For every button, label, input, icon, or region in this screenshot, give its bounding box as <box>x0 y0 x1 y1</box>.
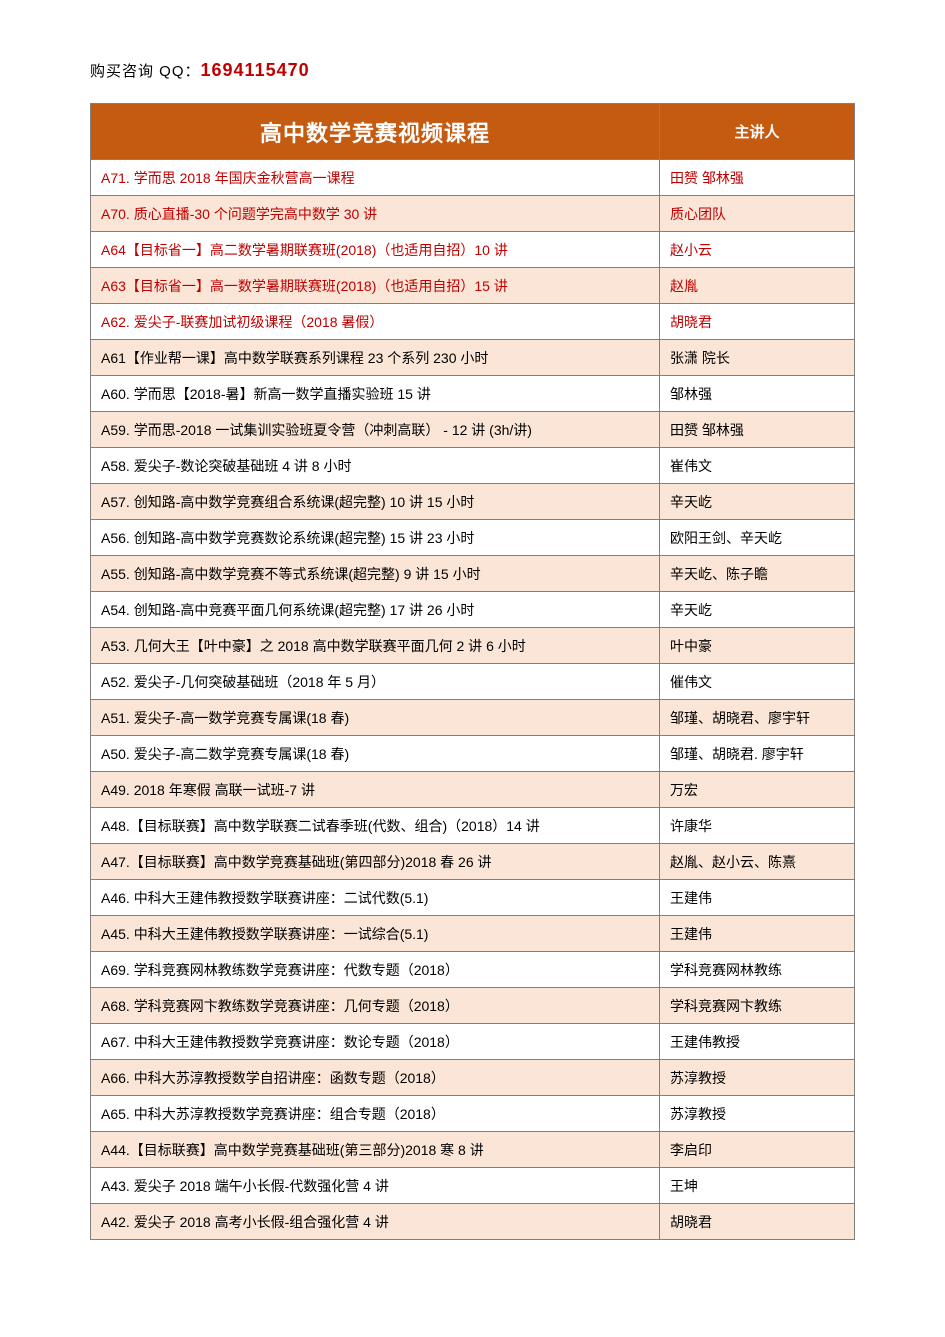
lecturer-cell: 李启印 <box>660 1132 855 1168</box>
lecturer-cell: 学科竞赛网林教练 <box>660 952 855 988</box>
table-row: A67. 中科大王建伟教授数学竞赛讲座：数论专题（2018）王建伟教授 <box>91 1024 855 1060</box>
table-row: A62. 爱尖子-联赛加试初级课程（2018 暑假）胡晓君 <box>91 304 855 340</box>
table-row: A68. 学科竞赛网卞教练数学竞赛讲座：几何专题（2018）学科竞赛网卞教练 <box>91 988 855 1024</box>
lecturer-cell: 学科竞赛网卞教练 <box>660 988 855 1024</box>
table-row: A58. 爱尖子-数论突破基础班 4 讲 8 小时崔伟文 <box>91 448 855 484</box>
course-cell: A53. 几何大王【叶中豪】之 2018 高中数学联赛平面几何 2 讲 6 小时 <box>91 628 660 664</box>
table-row: A57. 创知路-高中数学竞赛组合系统课(超完整) 10 讲 15 小时辛天屹 <box>91 484 855 520</box>
header-course: 高中数学竞赛视频课程 <box>91 104 660 160</box>
lecturer-cell: 王建伟教授 <box>660 1024 855 1060</box>
table-row: A61【作业帮一课】高中数学联赛系列课程 23 个系列 230 小时张潇 院长 <box>91 340 855 376</box>
course-cell: A48.【目标联赛】高中数学联赛二试春季班(代数、组合)（2018）14 讲 <box>91 808 660 844</box>
table-row: A49. 2018 年寒假 高联一试班-7 讲万宏 <box>91 772 855 808</box>
table-row: A45. 中科大王建伟教授数学联赛讲座：一试综合(5.1)王建伟 <box>91 916 855 952</box>
course-cell: A46. 中科大王建伟教授数学联赛讲座：二试代数(5.1) <box>91 880 660 916</box>
course-table: 高中数学竞赛视频课程 主讲人 A71. 学而思 2018 年国庆金秋营高一课程田… <box>90 103 855 1240</box>
table-row: A54. 创知路-高中竞赛平面几何系统课(超完整) 17 讲 26 小时辛天屹 <box>91 592 855 628</box>
course-cell: A64【目标省一】高二数学暑期联赛班(2018)（也适用自招）10 讲 <box>91 232 660 268</box>
table-row: A56. 创知路-高中数学竞赛数论系统课(超完整) 15 讲 23 小时欧阳王剑… <box>91 520 855 556</box>
table-row: A60. 学而思【2018-暑】新高一数学直播实验班 15 讲邹林强 <box>91 376 855 412</box>
course-cell: A70. 质心直播-30 个问题学完高中数学 30 讲 <box>91 196 660 232</box>
course-cell: A52. 爱尖子-几何突破基础班（2018 年 5 月） <box>91 664 660 700</box>
course-cell: A42. 爱尖子 2018 高考小长假-组合强化营 4 讲 <box>91 1204 660 1240</box>
lecturer-cell: 赵胤、赵小云、陈熹 <box>660 844 855 880</box>
course-cell: A65. 中科大苏淳教授数学竞赛讲座：组合专题（2018） <box>91 1096 660 1132</box>
lecturer-cell: 辛天屹、陈子瞻 <box>660 556 855 592</box>
course-cell: A55. 创知路-高中数学竞赛不等式系统课(超完整) 9 讲 15 小时 <box>91 556 660 592</box>
lecturer-cell: 辛天屹 <box>660 592 855 628</box>
contact-label: 购买咨询 QQ： <box>90 63 201 80</box>
course-cell: A61【作业帮一课】高中数学联赛系列课程 23 个系列 230 小时 <box>91 340 660 376</box>
course-cell: A45. 中科大王建伟教授数学联赛讲座：一试综合(5.1) <box>91 916 660 952</box>
lecturer-cell: 王建伟 <box>660 916 855 952</box>
course-cell: A58. 爱尖子-数论突破基础班 4 讲 8 小时 <box>91 448 660 484</box>
table-row: A42. 爱尖子 2018 高考小长假-组合强化营 4 讲胡晓君 <box>91 1204 855 1240</box>
course-cell: A62. 爱尖子-联赛加试初级课程（2018 暑假） <box>91 304 660 340</box>
table-row: A47.【目标联赛】高中数学竞赛基础班(第四部分)2018 春 26 讲赵胤、赵… <box>91 844 855 880</box>
table-row: A51. 爱尖子-高一数学竞赛专属课(18 春)邹瑾、胡晓君、廖宇轩 <box>91 700 855 736</box>
course-cell: A63【目标省一】高一数学暑期联赛班(2018)（也适用自招）15 讲 <box>91 268 660 304</box>
table-row: A69. 学科竞赛网林教练数学竞赛讲座：代数专题（2018）学科竞赛网林教练 <box>91 952 855 988</box>
course-cell: A71. 学而思 2018 年国庆金秋营高一课程 <box>91 160 660 196</box>
table-row: A71. 学而思 2018 年国庆金秋营高一课程田赟 邹林强 <box>91 160 855 196</box>
course-cell: A59. 学而思-2018 一试集训实验班夏令营（冲刺高联） - 12 讲 (3… <box>91 412 660 448</box>
course-cell: A69. 学科竞赛网林教练数学竞赛讲座：代数专题（2018） <box>91 952 660 988</box>
lecturer-cell: 胡晓君 <box>660 304 855 340</box>
course-cell: A67. 中科大王建伟教授数学竞赛讲座：数论专题（2018） <box>91 1024 660 1060</box>
table-header-row: 高中数学竞赛视频课程 主讲人 <box>91 104 855 160</box>
lecturer-cell: 田赟 邹林强 <box>660 160 855 196</box>
table-row: A44.【目标联赛】高中数学竞赛基础班(第三部分)2018 寒 8 讲李启印 <box>91 1132 855 1168</box>
table-row: A70. 质心直播-30 个问题学完高中数学 30 讲质心团队 <box>91 196 855 232</box>
header-lecturer: 主讲人 <box>660 104 855 160</box>
contact-line: 购买咨询 QQ：1694115470 <box>90 60 855 81</box>
course-cell: A43. 爱尖子 2018 端午小长假-代数强化营 4 讲 <box>91 1168 660 1204</box>
table-row: A59. 学而思-2018 一试集训实验班夏令营（冲刺高联） - 12 讲 (3… <box>91 412 855 448</box>
lecturer-cell: 赵小云 <box>660 232 855 268</box>
lecturer-cell: 催伟文 <box>660 664 855 700</box>
lecturer-cell: 田赟 邹林强 <box>660 412 855 448</box>
course-cell: A68. 学科竞赛网卞教练数学竞赛讲座：几何专题（2018） <box>91 988 660 1024</box>
lecturer-cell: 崔伟文 <box>660 448 855 484</box>
lecturer-cell: 张潇 院长 <box>660 340 855 376</box>
table-row: A63【目标省一】高一数学暑期联赛班(2018)（也适用自招）15 讲赵胤 <box>91 268 855 304</box>
course-cell: A56. 创知路-高中数学竞赛数论系统课(超完整) 15 讲 23 小时 <box>91 520 660 556</box>
lecturer-cell: 邹林强 <box>660 376 855 412</box>
course-cell: A57. 创知路-高中数学竞赛组合系统课(超完整) 10 讲 15 小时 <box>91 484 660 520</box>
lecturer-cell: 胡晓君 <box>660 1204 855 1240</box>
lecturer-cell: 邹瑾、胡晓君、廖宇轩 <box>660 700 855 736</box>
table-row: A48.【目标联赛】高中数学联赛二试春季班(代数、组合)（2018）14 讲许康… <box>91 808 855 844</box>
lecturer-cell: 叶中豪 <box>660 628 855 664</box>
course-cell: A60. 学而思【2018-暑】新高一数学直播实验班 15 讲 <box>91 376 660 412</box>
lecturer-cell: 赵胤 <box>660 268 855 304</box>
lecturer-cell: 王建伟 <box>660 880 855 916</box>
course-cell: A47.【目标联赛】高中数学竞赛基础班(第四部分)2018 春 26 讲 <box>91 844 660 880</box>
lecturer-cell: 邹瑾、胡晓君. 廖宇轩 <box>660 736 855 772</box>
lecturer-cell: 苏淳教授 <box>660 1060 855 1096</box>
table-row: A55. 创知路-高中数学竞赛不等式系统课(超完整) 9 讲 15 小时辛天屹、… <box>91 556 855 592</box>
table-body: A71. 学而思 2018 年国庆金秋营高一课程田赟 邹林强A70. 质心直播-… <box>91 160 855 1240</box>
table-row: A66. 中科大苏淳教授数学自招讲座：函数专题（2018）苏淳教授 <box>91 1060 855 1096</box>
lecturer-cell: 辛天屹 <box>660 484 855 520</box>
course-cell: A44.【目标联赛】高中数学竞赛基础班(第三部分)2018 寒 8 讲 <box>91 1132 660 1168</box>
table-row: A43. 爱尖子 2018 端午小长假-代数强化营 4 讲王坤 <box>91 1168 855 1204</box>
table-row: A64【目标省一】高二数学暑期联赛班(2018)（也适用自招）10 讲赵小云 <box>91 232 855 268</box>
lecturer-cell: 苏淳教授 <box>660 1096 855 1132</box>
lecturer-cell: 万宏 <box>660 772 855 808</box>
course-cell: A49. 2018 年寒假 高联一试班-7 讲 <box>91 772 660 808</box>
course-cell: A51. 爱尖子-高一数学竞赛专属课(18 春) <box>91 700 660 736</box>
lecturer-cell: 王坤 <box>660 1168 855 1204</box>
contact-qq: 1694115470 <box>201 60 310 80</box>
table-row: A65. 中科大苏淳教授数学竞赛讲座：组合专题（2018）苏淳教授 <box>91 1096 855 1132</box>
table-row: A50. 爱尖子-高二数学竞赛专属课(18 春)邹瑾、胡晓君. 廖宇轩 <box>91 736 855 772</box>
table-row: A53. 几何大王【叶中豪】之 2018 高中数学联赛平面几何 2 讲 6 小时… <box>91 628 855 664</box>
lecturer-cell: 欧阳王剑、辛天屹 <box>660 520 855 556</box>
course-cell: A66. 中科大苏淳教授数学自招讲座：函数专题（2018） <box>91 1060 660 1096</box>
course-cell: A54. 创知路-高中竞赛平面几何系统课(超完整) 17 讲 26 小时 <box>91 592 660 628</box>
lecturer-cell: 许康华 <box>660 808 855 844</box>
table-row: A46. 中科大王建伟教授数学联赛讲座：二试代数(5.1)王建伟 <box>91 880 855 916</box>
course-cell: A50. 爱尖子-高二数学竞赛专属课(18 春) <box>91 736 660 772</box>
table-row: A52. 爱尖子-几何突破基础班（2018 年 5 月）催伟文 <box>91 664 855 700</box>
lecturer-cell: 质心团队 <box>660 196 855 232</box>
